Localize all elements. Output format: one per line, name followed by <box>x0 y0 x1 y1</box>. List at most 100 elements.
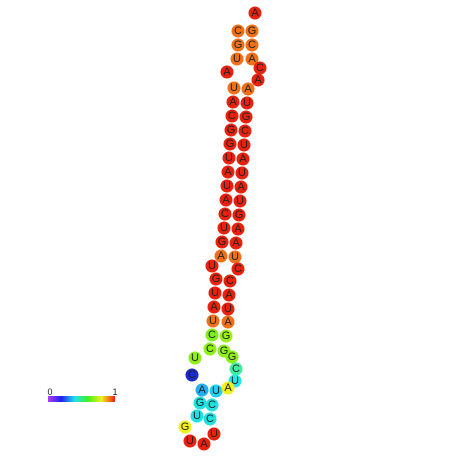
nucleotide <box>248 6 262 20</box>
nucleotide <box>221 315 235 329</box>
nucleotide-label: A <box>224 166 232 178</box>
nucleotide-label: U <box>231 251 239 263</box>
nucleotide <box>235 166 249 180</box>
nucleotide <box>217 221 231 235</box>
nucleotide-label: C <box>206 343 214 355</box>
nucleotide-label: G <box>196 397 205 409</box>
nucleotide <box>222 151 236 165</box>
nucleotide <box>229 236 243 250</box>
nucleotide <box>195 383 209 397</box>
nucleotide <box>227 81 241 95</box>
nucleotide-label: C <box>208 329 216 341</box>
nucleotide <box>203 342 217 356</box>
nucleotide <box>220 65 234 79</box>
nucleotide-label: C <box>206 413 214 425</box>
nucleotide-label: A <box>237 181 245 193</box>
nucleotide <box>232 208 246 222</box>
nucleotide-label: A <box>200 438 208 450</box>
nucleotide-label: A <box>239 153 247 165</box>
nucleotide-label: G <box>181 421 190 433</box>
nucleotide-label: G <box>220 345 229 357</box>
nucleotide <box>245 52 259 66</box>
nucleotide <box>183 434 197 448</box>
nucleotide <box>185 368 199 382</box>
nucleotide-label: A <box>224 382 232 394</box>
nucleotide <box>221 165 235 179</box>
nucleotide <box>251 73 265 87</box>
nucleotide-label: G <box>242 111 251 123</box>
nucleotide-label: A <box>234 223 242 235</box>
nucleotide <box>239 110 253 124</box>
nucleotide-label: C <box>226 275 234 287</box>
nucleotide-label: C <box>221 208 229 220</box>
nucleotide-label: C <box>228 110 236 122</box>
nucleotide-label: U <box>220 222 228 234</box>
nucleotide <box>233 194 247 208</box>
nucleotide <box>223 274 237 288</box>
nucleotide <box>231 38 245 52</box>
nucleotide-label: G <box>212 273 221 285</box>
nucleotide <box>197 437 211 451</box>
nucleotide <box>221 302 235 316</box>
nucleotide <box>230 52 244 66</box>
nucleotide <box>253 61 267 75</box>
nucleotide-label: C <box>234 263 242 275</box>
nucleotide-label: C <box>232 363 240 375</box>
nucleotide <box>229 362 243 376</box>
scale-max: 1 <box>112 387 117 397</box>
nucleotide-label: C <box>248 39 256 51</box>
nucleotide-label: U <box>210 428 218 440</box>
nucleotide <box>214 249 228 263</box>
nucleotide <box>188 351 202 365</box>
nucleotide-label: U <box>231 375 239 387</box>
nucleotide-label: U <box>233 53 241 65</box>
nucleotide <box>245 24 259 38</box>
nucleotide-label: A <box>229 96 237 108</box>
nucleotide <box>206 314 220 328</box>
nucleotide-label: U <box>238 167 246 179</box>
nucleotide <box>207 427 221 441</box>
nucleotide-label: G <box>234 39 243 51</box>
nucleotide <box>209 384 223 398</box>
nucleotide-label: U <box>212 385 220 397</box>
nucleotide <box>225 350 239 364</box>
nucleotide <box>228 250 242 264</box>
nucleotide-label: G <box>226 138 235 150</box>
nucleotide-label: U <box>208 260 216 272</box>
nucleotide-label: U <box>211 287 219 299</box>
nucleotide-label: G <box>227 124 236 136</box>
nucleotide-label: C <box>234 25 242 37</box>
nucleotide <box>190 409 204 423</box>
nucleotide <box>240 96 254 110</box>
scale-min: 0 <box>47 387 52 397</box>
nucleotide-label: U <box>209 315 217 327</box>
color-scale <box>48 396 115 402</box>
nucleotide-label: A <box>217 250 225 262</box>
nucleotide <box>178 420 192 434</box>
nucleotide-label: A <box>251 7 259 19</box>
nucleotide-label: C <box>256 62 264 74</box>
nucleotide <box>231 262 245 276</box>
nucleotide-label: A <box>198 384 206 396</box>
nucleotide <box>205 328 219 342</box>
nucleotide-label: U <box>223 180 231 192</box>
nucleotide-label: C <box>208 399 216 411</box>
nucleotide <box>203 412 217 426</box>
nucleotide <box>236 152 250 166</box>
nucleotide <box>220 179 234 193</box>
nucleotide <box>221 381 235 395</box>
nucleotide <box>224 123 238 137</box>
nucleotide <box>234 180 248 194</box>
nucleotide-label: U <box>193 410 201 422</box>
nucleotide-label: A <box>225 289 233 301</box>
nodes: AC GG CU AA CAU AA UC GG CG UU AA UU AA UC GU AG AA UU CG C… <box>178 6 267 451</box>
nucleotide-label: U <box>224 303 232 315</box>
nucleotide <box>245 38 259 52</box>
nucleotide-label: A <box>222 194 230 206</box>
nucleotide-label: G <box>235 209 244 221</box>
nucleotide <box>238 124 252 138</box>
nucleotide <box>241 82 255 96</box>
nucleotide-label: U <box>236 195 244 207</box>
nucleotide-label: A <box>254 74 262 86</box>
